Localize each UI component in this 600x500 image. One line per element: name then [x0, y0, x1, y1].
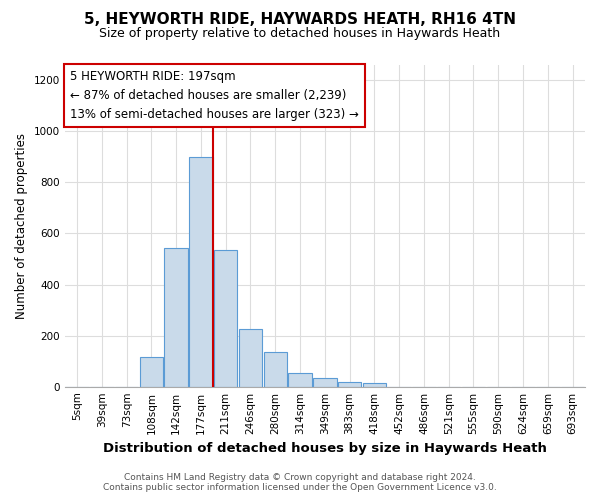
Bar — [140, 358, 163, 386]
Bar — [189, 157, 213, 386]
Text: 5, HEYWORTH RIDE, HAYWARDS HEATH, RH16 4TN: 5, HEYWORTH RIDE, HAYWARDS HEATH, RH16 4… — [84, 12, 516, 28]
Y-axis label: Number of detached properties: Number of detached properties — [15, 133, 28, 319]
Bar — [313, 378, 337, 386]
X-axis label: Distribution of detached houses by size in Haywards Heath: Distribution of detached houses by size … — [103, 442, 547, 455]
Bar — [338, 382, 361, 386]
Bar — [164, 248, 188, 386]
Text: 5 HEYWORTH RIDE: 197sqm
← 87% of detached houses are smaller (2,239)
13% of semi: 5 HEYWORTH RIDE: 197sqm ← 87% of detache… — [70, 70, 359, 121]
Text: Size of property relative to detached houses in Haywards Heath: Size of property relative to detached ho… — [100, 28, 500, 40]
Bar — [214, 250, 238, 386]
Bar — [239, 329, 262, 386]
Text: Contains HM Land Registry data © Crown copyright and database right 2024.
Contai: Contains HM Land Registry data © Crown c… — [103, 473, 497, 492]
Bar — [362, 383, 386, 386]
Bar — [288, 372, 312, 386]
Bar — [263, 352, 287, 386]
